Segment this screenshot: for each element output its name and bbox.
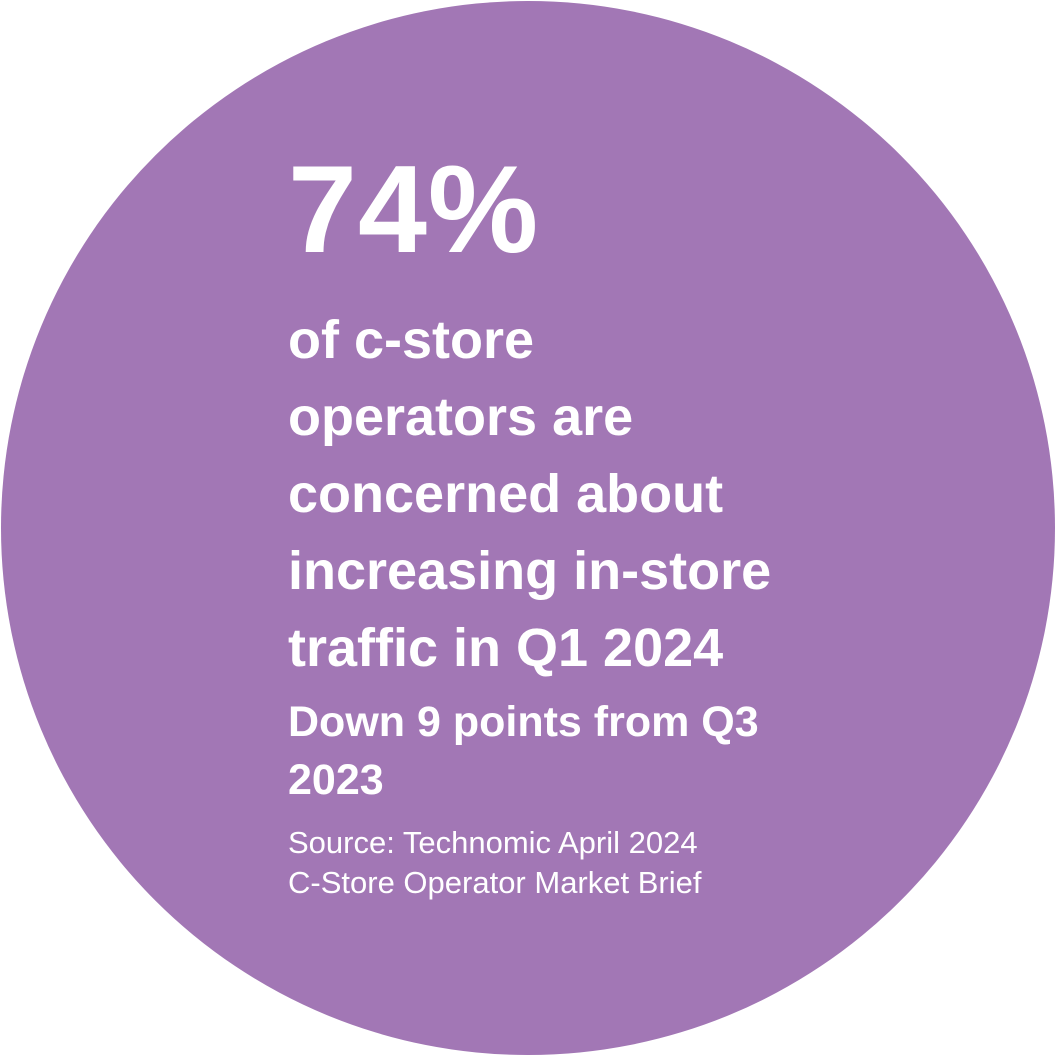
- stat-value: 74%: [288, 141, 540, 279]
- source-citation-line: C-Store Operator Market Brief: [288, 865, 702, 900]
- stat-text-block: 74% of c-store operators are concerned a…: [288, 148, 928, 903]
- source-citation: Source: Technomic April 2024 C-Store Ope…: [288, 823, 928, 903]
- stat-description: of c-store operators are concerned about…: [288, 302, 928, 687]
- stat-description-line: increasing in-store: [288, 541, 772, 601]
- stat-description-line: of c-store: [288, 310, 535, 370]
- change-note: Down 9 points from Q3 2023: [288, 693, 928, 809]
- source-citation-line: Source: Technomic April 2024: [288, 825, 698, 860]
- stat-description-line: traffic in Q1 2024: [288, 618, 724, 678]
- stat-description-line: concerned about: [288, 464, 724, 524]
- stat-description-line: operators are: [288, 387, 634, 447]
- change-note-line: Down 9 points from Q3: [288, 698, 759, 746]
- change-note-line: 2023: [288, 756, 384, 804]
